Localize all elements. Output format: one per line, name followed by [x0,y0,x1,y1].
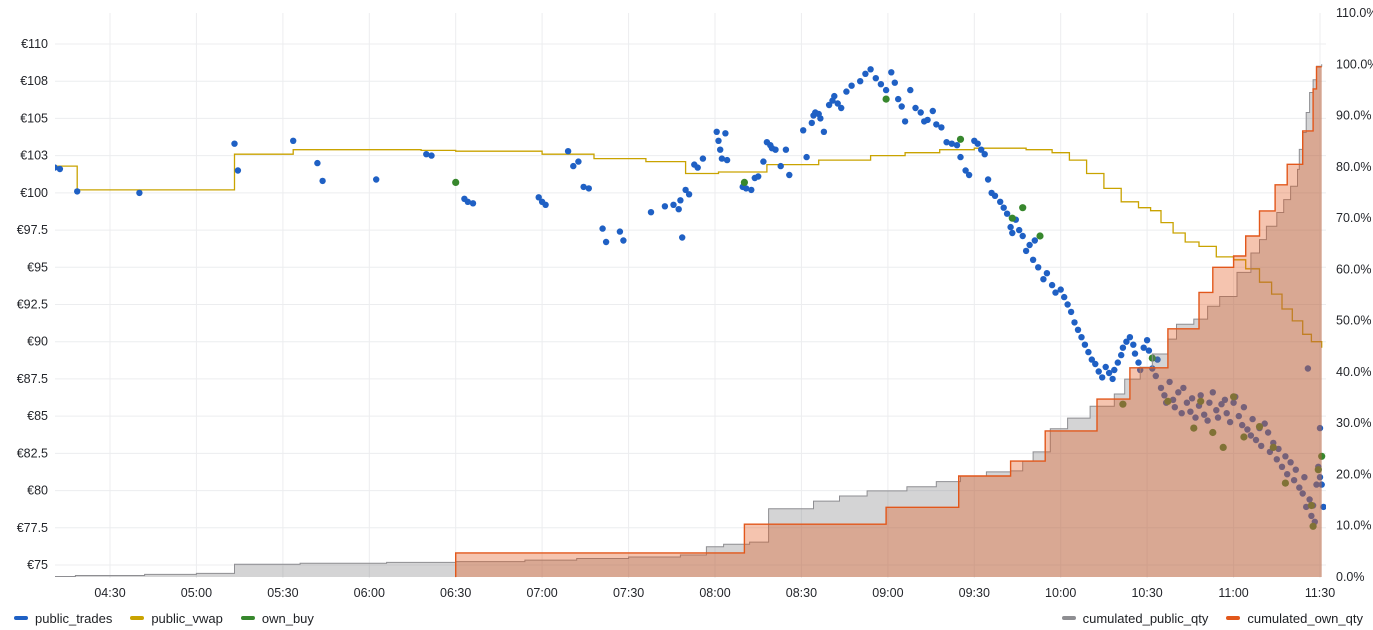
right-axis-tick: 50.0% [1336,314,1371,328]
x-axis-labels: 04:30 05:00 05:30 06:00 06:30 07:00 07:30 08:00… [94,586,1335,600]
x-axis-tick: 09:00 [872,586,903,600]
left-axis-tick: €75 [27,558,48,572]
legend-item-cumulated_public_qty[interactable]: cumulated_public_qty [1061,610,1209,626]
legend-swatch-cumulated_public_qty [1061,616,1076,620]
x-axis-tick: 05:00 [181,586,212,600]
right-axis-tick: 20.0% [1336,468,1371,482]
x-axis-tick: 06:30 [440,586,471,600]
left-axis-tick: €85 [27,409,48,423]
series-own_buy [452,95,1326,530]
legend-left-group: public_trades public_vwap own_buy [14,611,314,626]
chart-area[interactable]: €110 €108 €105 €103 €100 €97.5 €95 €92.5 €90 €87.… [0,0,1373,604]
left-axis-tick: €103 [20,149,48,163]
legend: public_trades public_vwap own_buy cumulate… [14,608,1363,628]
left-axis-tick: €100 [20,186,48,200]
left-axis-tick: €110 [21,37,48,51]
right-axis-labels: 110.0% 100.0% 90.0% 80.0% 70.0% 60.0% 50.0% 40.… [1336,6,1373,584]
right-axis-tick: 110.0% [1336,6,1373,20]
x-axis-tick: 11:00 [1218,586,1248,600]
x-axis-tick: 11:30 [1305,586,1335,600]
series-cumulated_public_qty [55,64,1323,577]
x-axis-tick: 09:30 [959,586,990,600]
x-axis-tick: 07:30 [613,586,644,600]
left-axis-tick: €80 [27,484,48,498]
left-axis-tick: €108 [20,74,48,88]
left-axis-tick: €95 [27,260,48,274]
left-axis-tick: €82.5 [17,446,48,460]
legend-label: cumulated_own_qty [1247,610,1363,626]
legend-label: own_buy [261,610,314,626]
right-axis-tick: 30.0% [1336,416,1371,430]
x-axis-tick: 06:00 [354,586,385,600]
legend-item-public_trades[interactable]: public_trades [14,611,112,626]
legend-item-public_vwap[interactable]: public_vwap [130,611,223,626]
legend-label: public_trades [35,610,113,626]
series-cumulated_own_qty [455,66,1322,578]
plot-gridlines [55,13,1326,578]
series-public_vwap [55,147,1323,348]
chart-canvas: €110 €108 €105 €103 €100 €97.5 €95 €92.5 €90 €87.… [17,6,1373,600]
left-axis-tick: €97.5 [17,223,48,237]
plot-series [55,64,1326,578]
x-axis-tick: 10:00 [1045,586,1076,600]
x-axis-tick: 04:30 [94,586,125,600]
left-axis-tick: €105 [20,111,48,125]
x-axis-tick: 08:00 [699,586,730,600]
legend-item-cumulated_own_qty[interactable]: cumulated_own_qty [1226,611,1363,626]
right-axis-tick: 10.0% [1336,519,1371,533]
right-axis-tick: 90.0% [1336,109,1371,123]
left-axis-tick: €77.5 [17,521,48,535]
legend-right-group: cumulated_public_qty cumulated_own_qty [1061,610,1363,626]
right-axis-tick: 70.0% [1336,211,1371,225]
legend-item-own_buy[interactable]: own_buy [240,610,314,626]
legend-label: public_vwap [151,610,223,626]
legend-swatch-cumulated_own_qty [1226,616,1241,620]
left-axis-tick: €92.5 [17,298,48,312]
x-axis-tick: 08:30 [786,586,817,600]
left-axis-tick: €87.5 [17,372,48,386]
x-axis-tick: 05:30 [267,586,298,600]
right-axis-tick: 40.0% [1336,365,1371,379]
x-axis-tick: 10:30 [1131,586,1162,600]
left-axis-labels: €110 €108 €105 €103 €100 €97.5 €95 €92.5 €90 €87.… [17,37,48,572]
series-public_trades [55,66,1326,525]
left-axis-tick: €90 [27,335,48,349]
legend-label: cumulated_public_qty [1082,610,1209,626]
right-axis-tick: 80.0% [1336,160,1371,174]
x-axis-tick: 07:00 [526,586,557,600]
legend-swatch-public_vwap [130,616,145,620]
right-axis-tick: 60.0% [1336,262,1371,276]
legend-swatch-own_buy [240,616,255,620]
right-axis-tick: 0.0% [1336,570,1365,584]
right-axis-tick: 100.0% [1336,57,1373,71]
legend-swatch-public_trades [14,616,28,620]
